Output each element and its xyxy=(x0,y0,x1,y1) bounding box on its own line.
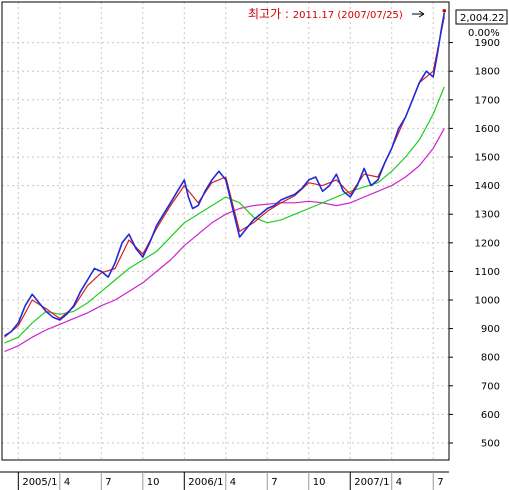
y-tick-label: 1100 xyxy=(475,267,500,278)
y-tick-label: 800 xyxy=(481,353,500,364)
y-tick-label: 900 xyxy=(481,324,500,335)
current-value-label: 2,004.22 xyxy=(460,13,505,24)
series-line-1 xyxy=(4,12,446,337)
x-tick-label: 4 xyxy=(64,477,70,488)
x-tick-label: 7 xyxy=(105,477,111,488)
y-tick-label: 1300 xyxy=(475,210,500,221)
series-line-2 xyxy=(4,16,445,338)
peak-annotation-label: 최고가 : xyxy=(248,7,293,21)
x-tick-label: 4 xyxy=(230,477,236,488)
current-value-box-frame xyxy=(455,9,508,25)
x-tick-label: 7 xyxy=(437,477,443,488)
y-tick-label: 1600 xyxy=(475,124,500,135)
peak-point xyxy=(442,9,447,13)
x-tick-label: 10 xyxy=(147,477,160,488)
x-tick-label: 2007/1 xyxy=(354,477,389,488)
x-tick-label: 2006/1 xyxy=(188,477,223,488)
y-tick-label: 700 xyxy=(481,381,500,392)
y-tick-label: 500 xyxy=(481,439,500,450)
x-tick-label: 7 xyxy=(271,477,277,488)
y-tick-label: 1200 xyxy=(475,238,500,249)
change-percent-label: 0.00% xyxy=(468,28,500,39)
y-tick-label: 1800 xyxy=(475,67,500,78)
y-tick-label: 1000 xyxy=(475,296,500,307)
x-tick-label: 2005/1 xyxy=(22,477,57,488)
x-tick-label: 4 xyxy=(396,477,402,488)
y-tick-label: 1700 xyxy=(475,95,500,106)
y-tick-label: 1500 xyxy=(475,153,500,164)
peak-annotation-text: 최고가 : 2011.17 (2007/07/25) xyxy=(248,7,403,21)
y-tick-label: 600 xyxy=(481,410,500,421)
series-line-4 xyxy=(4,128,445,353)
peak-annotation: 최고가 : 2011.17 (2007/07/25) xyxy=(248,7,425,21)
series-layer xyxy=(4,9,447,353)
x-tick-label: 10 xyxy=(313,477,326,488)
y-tick-label: 1900 xyxy=(475,38,500,49)
peak-annotation-value: 2011.17 (2007/07/25) xyxy=(293,10,403,21)
vertical-gridlines xyxy=(17,2,434,460)
x-axis-ticks: 2005/1 4 7 10 2006/1 4 7 10 2007/1 4 7 xyxy=(17,472,444,490)
peak-annotation-arrow-head xyxy=(418,10,425,18)
y-tick-label: 1400 xyxy=(475,181,500,192)
y-axis-ticks: 500 600 700 800 900 1000 1100 1200 1300 1400 1500 1… xyxy=(449,38,500,450)
current-value-box: 2,004.22 xyxy=(455,9,508,25)
plot-frame xyxy=(1,1,450,461)
